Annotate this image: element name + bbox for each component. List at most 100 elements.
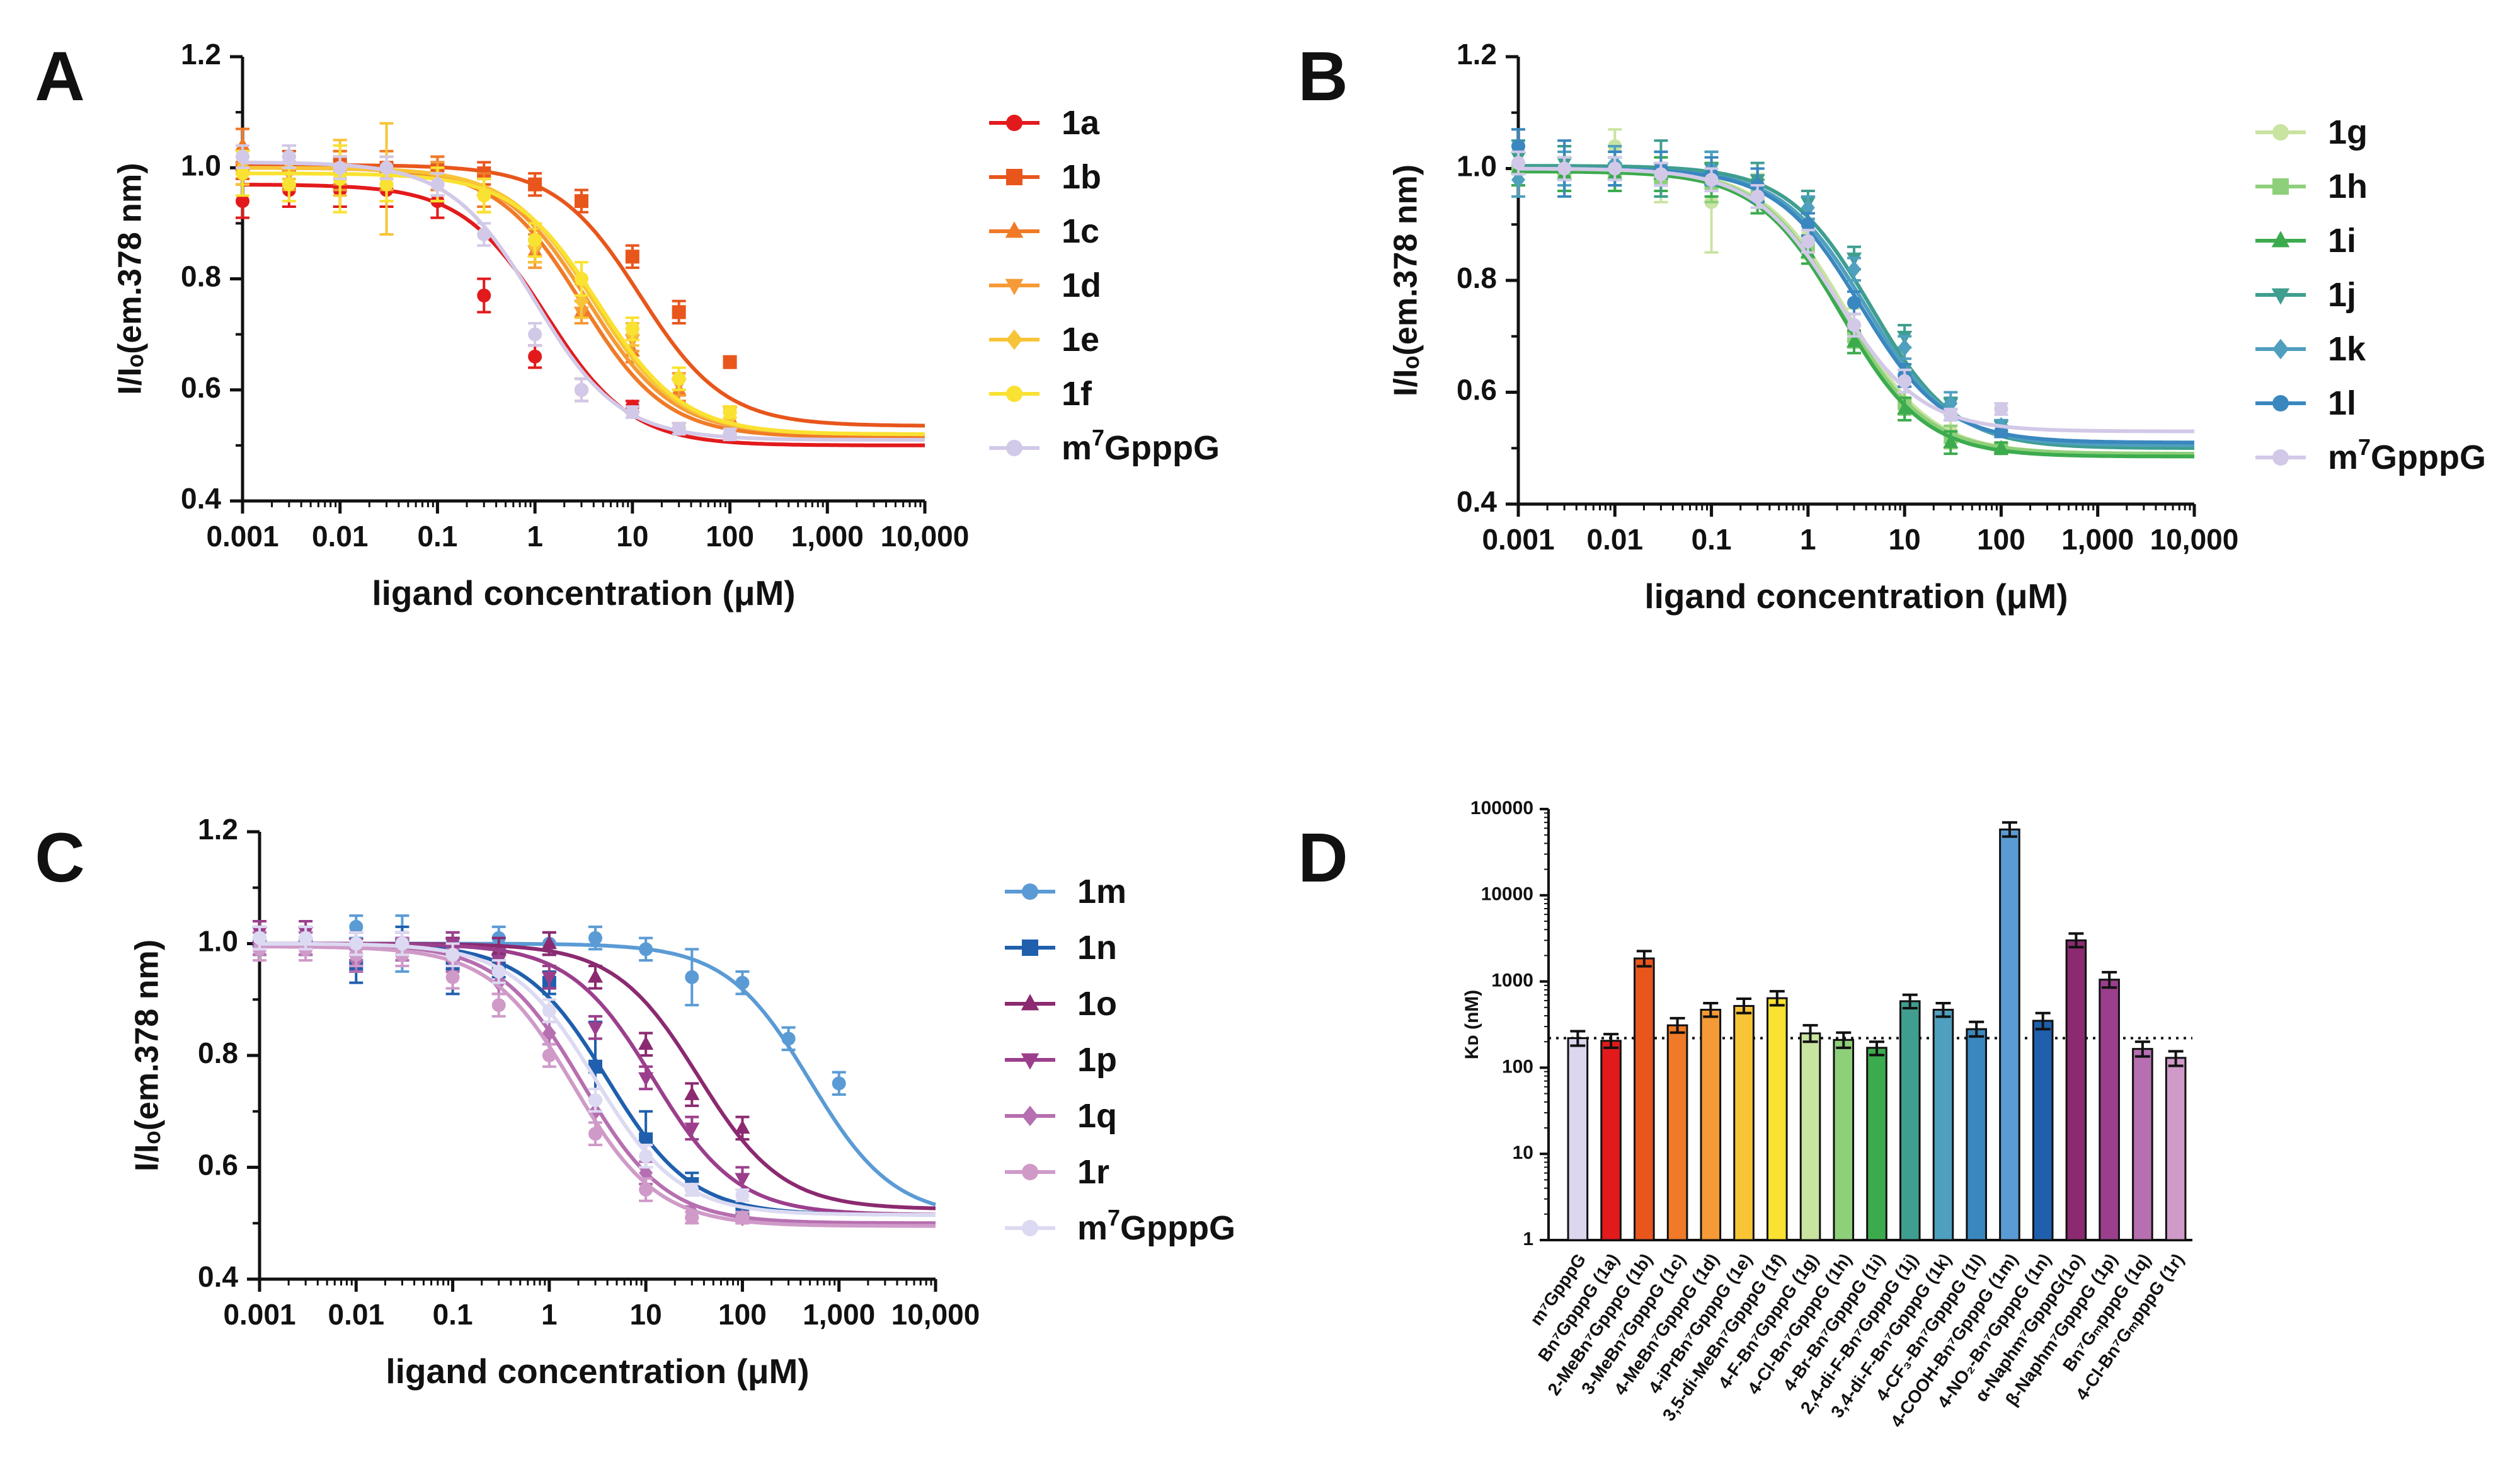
data-point [625, 405, 639, 419]
data-point [639, 1132, 653, 1147]
bar [1999, 828, 2020, 1241]
data-point [528, 327, 542, 342]
legend-marker [1022, 1220, 1038, 1236]
x-tick-label: 1,000 [2061, 523, 2134, 556]
data-point [639, 1183, 653, 1197]
data-point [735, 1120, 750, 1134]
x-tick-label: 1 [1800, 523, 1816, 556]
series-mGpppG [1511, 150, 2194, 434]
y-tick-label: 100000 [1470, 798, 1533, 819]
bar [1899, 1000, 1921, 1241]
data-point [1801, 234, 1815, 248]
data-point [282, 149, 296, 164]
y-tick-label: 1.0 [1457, 150, 1497, 183]
bar [2132, 1048, 2153, 1241]
fit-curve [243, 183, 925, 447]
data-point [832, 1076, 846, 1091]
panel-label: A [35, 38, 84, 115]
x-tick-label: 10 [616, 520, 648, 553]
data-point [1943, 434, 1959, 449]
x-tick-label: 1,000 [803, 1298, 875, 1331]
legend-label: 1i [2328, 222, 2356, 260]
legend-label: 1d [1062, 267, 1101, 304]
data-point [587, 968, 604, 983]
legend-marker [1006, 329, 1022, 350]
x-tick-label: 10 [630, 1298, 662, 1331]
x-axis-title: ligand concentration (μM) [372, 573, 795, 612]
x-tick-label: 10,000 [2150, 523, 2239, 556]
y-tick-label: 0.8 [181, 260, 221, 293]
legend: 1m 1n 1o 1p 1q 1r m7GpppG [1005, 873, 1235, 1247]
data-point [477, 288, 491, 302]
panel-label: B [1298, 38, 1348, 115]
fit-curve [259, 941, 936, 1217]
x-tick-label: 1 [541, 1298, 558, 1331]
x-tick-label: 0.01 [328, 1298, 385, 1331]
legend-marker [1006, 115, 1022, 131]
data-point [1557, 161, 1572, 176]
x-tick-label: 0.1 [417, 520, 457, 553]
legend-label: 1l [2328, 384, 2356, 422]
data-point [541, 935, 557, 950]
fit-curve [1518, 164, 2194, 450]
data-point [234, 137, 251, 151]
data-point [723, 427, 737, 442]
x-tick-label: 0.001 [1482, 523, 1554, 556]
legend-label: m7GpppG [1062, 425, 1220, 467]
bar [1567, 1037, 1589, 1241]
x-tick-label: 10,000 [891, 1298, 980, 1331]
legend-marker [2271, 231, 2290, 248]
data-point [528, 233, 542, 247]
bar [1833, 1038, 1855, 1241]
y-tick-label: 0.8 [198, 1037, 238, 1069]
data-point [1898, 374, 1912, 388]
data-point [1750, 189, 1765, 204]
legend: 1g 1h 1i 1j 1k 1l m7GpppG [2255, 113, 2486, 476]
data-point [379, 177, 394, 192]
bar [2165, 1057, 2187, 1241]
data-point [1847, 296, 1861, 310]
x-tick-label: 100 [1977, 523, 2025, 556]
legend-label: 1b [1062, 158, 1101, 196]
legend-marker [1006, 386, 1022, 402]
fit-curve [243, 160, 925, 442]
data-point [236, 149, 249, 164]
data-point [587, 1021, 604, 1036]
data-point [333, 161, 347, 175]
y-tick-label: 1000 [1491, 970, 1533, 991]
series-mGpppG [253, 925, 936, 1217]
y-tick-label: 0.4 [181, 482, 221, 515]
legend-label: 1e [1062, 321, 1099, 359]
data-point [638, 1036, 654, 1050]
data-point [685, 970, 699, 984]
x-tick-label: 1 [527, 520, 543, 553]
y-tick-label: 0.6 [1457, 374, 1497, 406]
legend-label: m7GpppG [2328, 434, 2486, 476]
data-point [672, 422, 686, 436]
legend-label: 1c [1062, 212, 1099, 250]
data-point [477, 188, 491, 203]
data-point [236, 194, 249, 209]
legend-label: 1p [1077, 1041, 1117, 1079]
x-tick-label: 0.001 [206, 520, 278, 553]
bar [2099, 979, 2120, 1241]
bar [1600, 1040, 1622, 1241]
data-point [588, 931, 602, 945]
data-point [781, 1032, 796, 1046]
bar [1733, 1004, 1755, 1241]
x-tick-label: 1,000 [791, 520, 864, 553]
legend: 1a 1b 1c 1d 1e 1f m7GpppG [989, 104, 1220, 467]
data-point [541, 971, 557, 986]
y-tick-label: 0.6 [181, 371, 221, 404]
data-point [1511, 139, 1525, 153]
data-point [542, 1049, 556, 1062]
data-point [1704, 173, 1719, 187]
x-tick-label: 100 [718, 1298, 767, 1331]
legend-label: 1f [1062, 375, 1092, 413]
data-point [723, 405, 737, 419]
legend-label: 1j [2328, 276, 2356, 314]
data-point [672, 372, 686, 386]
data-point [625, 250, 639, 264]
data-point [349, 919, 364, 934]
